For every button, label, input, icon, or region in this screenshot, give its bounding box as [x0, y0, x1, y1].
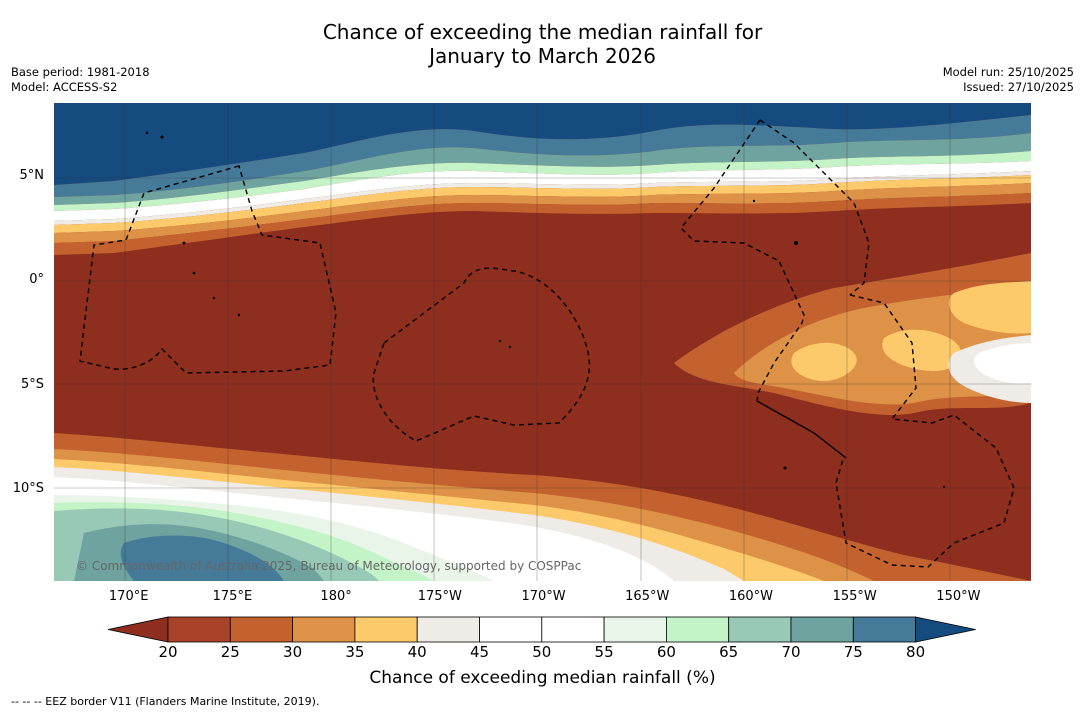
north-orange	[54, 183, 1031, 243]
longitude-label: 150°W	[936, 589, 981, 604]
north-grey	[54, 171, 1031, 225]
colorbar-tick-label: 65	[719, 643, 739, 661]
east-central-yellow-2	[882, 329, 962, 371]
colorbar-segment	[479, 616, 543, 643]
meta-right: Model run: 25/10/2025 Issued: 27/10/2025	[943, 65, 1074, 95]
longitude-label: 160°W	[728, 589, 774, 604]
east-central-yellow-3	[948, 281, 1031, 334]
meta-left: Base period: 1981-2018 Model: ACCESS-S2	[11, 65, 150, 95]
north-teal	[54, 133, 1031, 205]
eez-line-islands-north	[680, 119, 805, 404]
longitude-label: 180°	[320, 589, 352, 604]
colorbar-segment	[292, 616, 356, 643]
eez-borders	[79, 119, 1015, 568]
longitude-label: 175°W	[417, 589, 462, 604]
colorbar-segment	[541, 616, 605, 643]
eez-line-islands-east	[759, 119, 870, 296]
latitude-label: 5°S	[20, 376, 44, 392]
colorbar-tick-label: 70	[781, 643, 801, 661]
colorbar-segment	[229, 616, 294, 643]
copyright-text: © Commonwealth of Australia 2025, Bureau…	[76, 559, 582, 573]
colorbar-tick-label: 55	[594, 643, 614, 661]
colorbar-tick-label: 35	[345, 643, 365, 661]
colorbar-arrow-low	[108, 616, 169, 643]
issued-date: Issued: 27/10/2025	[963, 80, 1074, 94]
longitude-label: 165°W	[625, 589, 670, 604]
colorbar-tick-label: 50	[532, 643, 552, 661]
colorbar-tick-label: 75	[843, 643, 863, 661]
latitude-label: 0°	[29, 272, 44, 288]
north-white	[54, 161, 1031, 221]
east-central-yellow-1	[791, 342, 857, 381]
colorbar-segment	[603, 616, 667, 643]
eez-phoenix-islands	[372, 267, 591, 442]
south-blue	[120, 535, 284, 581]
eez-line-islands-south	[835, 294, 1015, 568]
islands	[145, 131, 945, 488]
base-period: Base period: 1981-2018	[11, 65, 150, 79]
title-line-2: January to March 2026	[429, 44, 656, 68]
north-yellow	[54, 175, 1031, 233]
colorbar-arrow-high	[915, 616, 976, 643]
colorbar-tick-label: 40	[407, 643, 427, 661]
colorbar-segment	[666, 616, 730, 643]
colorbar-tick-label: 80	[906, 643, 926, 661]
map-canvas	[54, 103, 1031, 581]
eez-solid-boundary	[756, 400, 847, 459]
colorbar-segment	[852, 616, 916, 643]
rainfall-map[interactable]	[54, 103, 1031, 581]
colorbar-segment	[167, 616, 231, 643]
colorbar-tick-label: 25	[220, 643, 240, 661]
north-mid-blue	[54, 115, 1031, 197]
east-white-center	[974, 343, 1031, 384]
north-blue-region	[54, 103, 1031, 185]
colorbar-tick-label: 20	[158, 643, 178, 661]
north-green	[54, 151, 1031, 211]
colorbar-tick-label: 60	[656, 643, 676, 661]
colorbar-segment	[790, 616, 854, 643]
colorbar-segment	[354, 616, 418, 643]
colorbar-label: Chance of exceeding median rainfall (%)	[369, 668, 716, 688]
longitude-label: 155°W	[832, 589, 877, 604]
latitude-label: 5°N	[19, 168, 45, 184]
map-title: Chance of exceeding the median rainfall …	[0, 20, 1085, 68]
longitude-label: 170°W	[521, 589, 566, 604]
latitude-label: 10°S	[12, 481, 44, 497]
grid-lines	[54, 103, 1031, 581]
eez-footnote: -- -- -- EEZ border V11 (Flanders Marine…	[11, 695, 320, 708]
colorbar-tick-label: 45	[469, 643, 490, 661]
model-name: Model: ACCESS-S2	[11, 80, 118, 94]
longitude-label: 175°E	[212, 589, 253, 604]
longitude-label: 170°E	[108, 589, 149, 604]
eez-kiribati-gilbert	[79, 165, 337, 374]
colorbar-segment	[728, 616, 792, 643]
colorbar	[108, 616, 976, 643]
title-line-1: Chance of exceeding the median rainfall …	[322, 20, 763, 44]
model-run: Model run: 25/10/2025	[942, 65, 1074, 79]
colorbar-segment	[416, 616, 480, 643]
north-copper	[54, 193, 1031, 255]
colorbar-tick-label: 30	[283, 643, 303, 661]
